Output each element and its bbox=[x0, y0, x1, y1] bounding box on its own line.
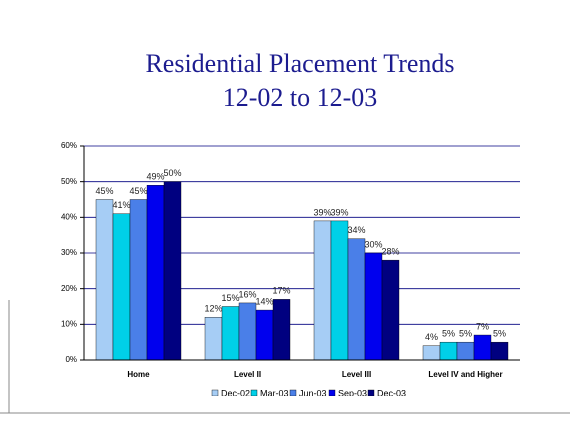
bar bbox=[146, 185, 165, 361]
value-label: 17% bbox=[272, 286, 290, 296]
legend-swatch bbox=[250, 389, 258, 396]
x-tick-label: Level IV and Higher bbox=[428, 370, 502, 379]
bar bbox=[163, 181, 182, 361]
value-label: 12% bbox=[204, 304, 222, 314]
x-tick-label: Level II bbox=[234, 370, 261, 379]
y-tick-label: 0% bbox=[65, 355, 77, 364]
bar bbox=[112, 213, 131, 361]
value-label: 14% bbox=[255, 296, 273, 306]
legend-swatch bbox=[367, 389, 375, 396]
value-label: 5% bbox=[459, 329, 472, 339]
legend: Dec-02 Mar-03 Jun-03 Sep-03 Dec-03 bbox=[211, 388, 406, 398]
plot: 0%10%20%30%40%50%60%Home45%41%45%49%50%L… bbox=[61, 141, 520, 379]
value-label: 5% bbox=[493, 329, 506, 339]
legend-label: Dec-02 bbox=[221, 388, 250, 398]
bar bbox=[330, 220, 349, 361]
legend-label: Jun-03 bbox=[299, 388, 327, 398]
value-label: 28% bbox=[381, 247, 399, 257]
bar bbox=[95, 199, 114, 361]
value-label: 50% bbox=[163, 168, 181, 178]
legend-swatch bbox=[328, 389, 336, 396]
legend-label: Mar-03 bbox=[260, 388, 289, 398]
bar bbox=[473, 334, 492, 361]
value-label: 49% bbox=[146, 172, 164, 182]
value-label: 7% bbox=[476, 321, 489, 331]
value-label: 34% bbox=[347, 225, 365, 235]
value-label: 39% bbox=[313, 207, 331, 217]
bar bbox=[255, 309, 274, 361]
bar bbox=[347, 238, 366, 361]
x-tick-label: Home bbox=[127, 370, 150, 379]
y-tick-label: 10% bbox=[61, 319, 77, 328]
bar bbox=[381, 259, 400, 361]
chart-subtitle: 12-02 to 12-03 bbox=[223, 83, 378, 112]
bar bbox=[272, 299, 291, 361]
value-label: 41% bbox=[112, 200, 130, 210]
bar bbox=[422, 345, 441, 361]
legend-swatch bbox=[211, 389, 219, 396]
bar bbox=[204, 317, 223, 361]
value-label: 30% bbox=[364, 239, 382, 249]
legend-label: Dec-03 bbox=[377, 388, 406, 398]
value-label: 45% bbox=[129, 186, 147, 196]
chart-title: Residential Placement Trends bbox=[145, 49, 454, 78]
bar bbox=[313, 220, 332, 361]
value-label: 45% bbox=[95, 186, 113, 196]
value-label: 39% bbox=[330, 207, 348, 217]
legend-label: Sep-03 bbox=[338, 388, 367, 398]
legend-swatch bbox=[289, 389, 297, 396]
x-tick-label: Level III bbox=[342, 370, 371, 379]
y-tick-label: 60% bbox=[61, 141, 77, 150]
bar bbox=[456, 341, 475, 361]
y-tick-label: 40% bbox=[61, 212, 77, 221]
bar bbox=[129, 199, 148, 361]
bar bbox=[439, 341, 458, 361]
bar bbox=[490, 341, 509, 361]
bar bbox=[221, 306, 240, 361]
y-tick-label: 50% bbox=[61, 177, 77, 186]
value-label: 5% bbox=[442, 329, 455, 339]
bar bbox=[238, 302, 257, 361]
value-label: 4% bbox=[425, 332, 438, 342]
y-tick-label: 30% bbox=[61, 248, 77, 257]
value-label: 15% bbox=[221, 293, 239, 303]
value-label: 16% bbox=[238, 289, 256, 299]
bar bbox=[364, 252, 383, 361]
y-tick-label: 20% bbox=[61, 284, 77, 293]
